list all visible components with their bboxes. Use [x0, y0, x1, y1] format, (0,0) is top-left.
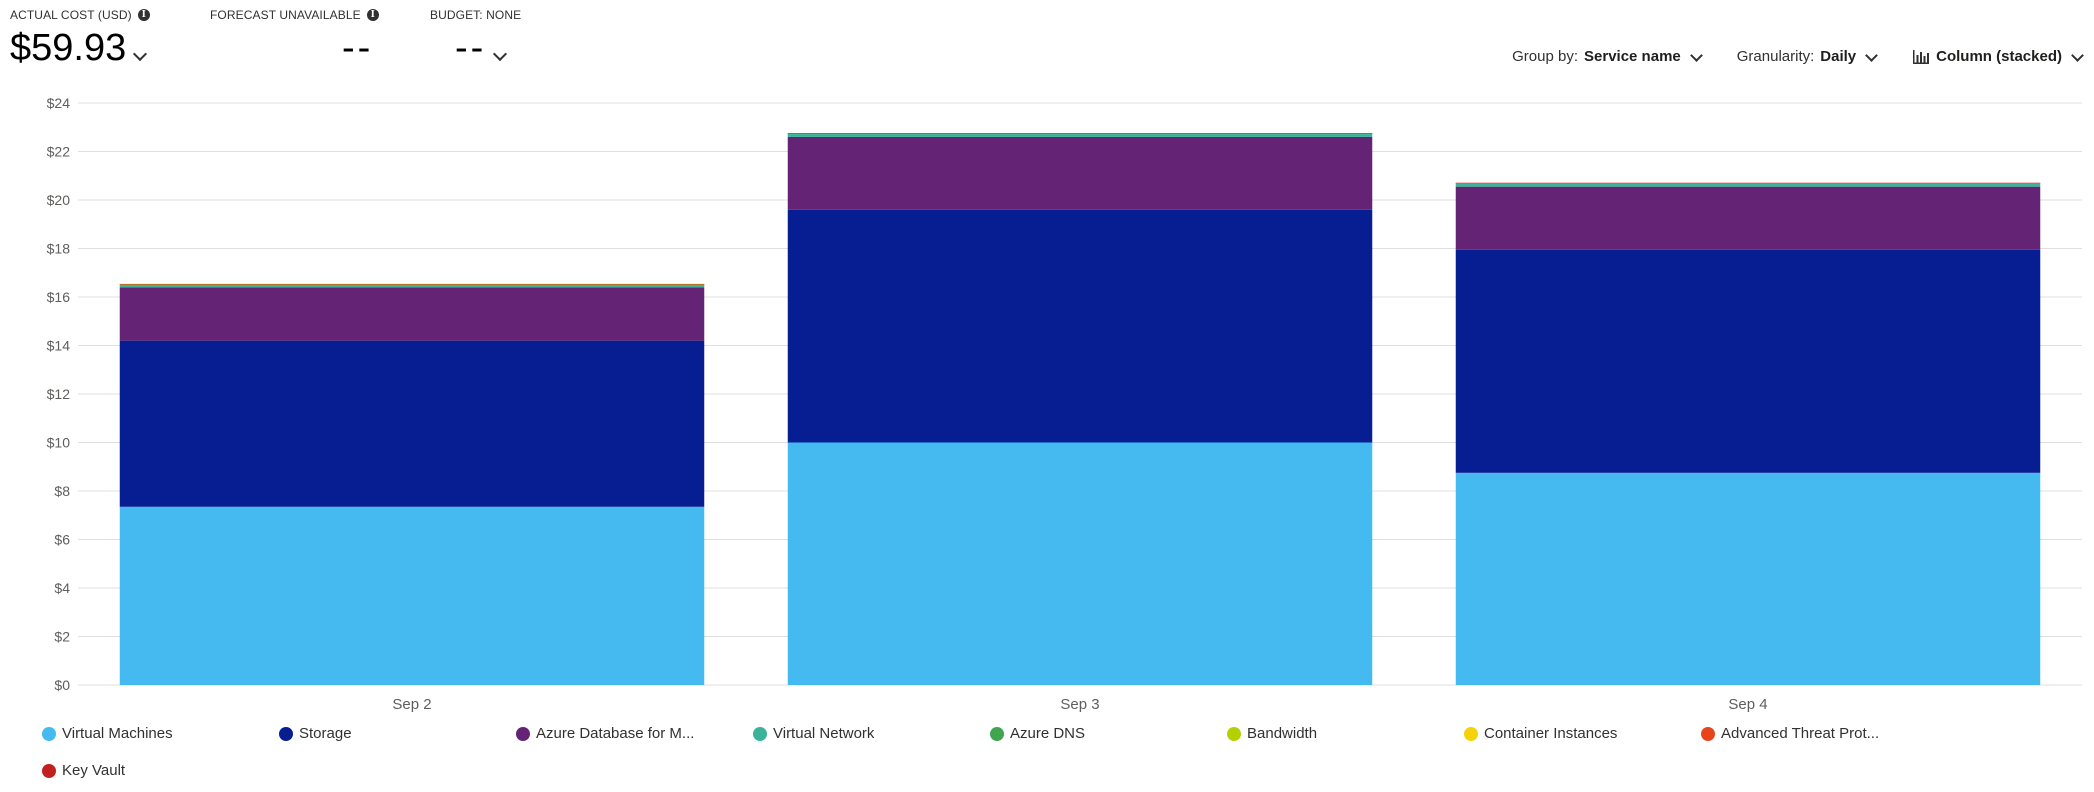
legend-swatch-icon — [42, 726, 56, 741]
y-tick-label: $24 — [47, 95, 71, 111]
bar-segment-virtual-machines[interactable] — [1455, 472, 2041, 685]
y-tick-label: $12 — [47, 386, 71, 402]
legend-label: Key Vault — [62, 762, 126, 779]
info-icon[interactable]: i — [366, 9, 379, 21]
budget-value-row[interactable]: -- — [430, 26, 521, 70]
group-by-dropdown[interactable]: Group by: Service name — [1512, 48, 1701, 65]
budget-label: BUDGET: NONE — [430, 8, 522, 22]
chevron-down-icon[interactable] — [494, 50, 508, 64]
chevron-down-icon — [2072, 52, 2082, 62]
legend-item[interactable]: Storage — [279, 725, 352, 742]
chevron-down-icon[interactable] — [134, 50, 148, 64]
legend-label: Virtual Network — [773, 725, 875, 742]
column-chart-icon — [1913, 49, 1930, 64]
bar-segment-key-vault[interactable] — [1455, 182, 2041, 184]
budget-metric: BUDGET: NONE -- — [430, 8, 521, 70]
bar-segment-virtual-network[interactable] — [1455, 183, 2041, 187]
info-icon[interactable]: i — [137, 9, 150, 21]
y-axis-tick-labels: $0 $2 $4 $6 $8 $10 $12 $14 $16 $18 $20 $22 $24 — [47, 95, 71, 693]
legend-label: Storage — [299, 725, 352, 742]
y-tick-label: $10 — [47, 435, 71, 451]
chart-type-dropdown[interactable]: Column (stacked) — [1912, 48, 2082, 65]
legend-swatch-icon — [516, 726, 530, 741]
y-tick-label: $4 — [54, 580, 70, 596]
legend-swatch-icon — [753, 726, 767, 741]
legend-item[interactable]: Azure DNS — [990, 725, 1085, 742]
legend-swatch-icon — [42, 763, 56, 778]
bar-segment-virtual-network[interactable] — [119, 284, 705, 288]
y-tick-label: $14 — [47, 338, 71, 354]
legend-label: Advanced Threat Prot... — [1721, 725, 1880, 742]
bar-segment-virtual-machines[interactable] — [787, 442, 1373, 686]
actual-cost-value: $59.93 — [10, 27, 127, 69]
forecast-value: -- — [342, 27, 374, 69]
chart-controls: Group by: Service name Granularity: Dail… — [1512, 48, 2082, 65]
group-by-label: Group by: — [1512, 48, 1579, 65]
legend-swatch-icon — [990, 726, 1004, 741]
y-tick-label: $22 — [47, 144, 71, 160]
forecast-metric: FORECAST UNAVAILABLE i -- — [210, 8, 379, 70]
legend-swatch-icon — [279, 726, 293, 741]
legend-item[interactable]: Bandwidth — [1227, 725, 1317, 742]
granularity-label: Granularity: — [1736, 48, 1815, 65]
bar-segment-virtual-network[interactable] — [787, 134, 1373, 137]
y-tick-label: $18 — [47, 241, 71, 257]
actual-cost-label: ACTUAL COST (USD) — [10, 8, 132, 22]
y-tick-label: $16 — [47, 289, 71, 305]
bar-segment-azure-database-for-m[interactable] — [1455, 186, 2041, 250]
bar-segment-virtual-machines[interactable] — [119, 506, 705, 685]
y-tick-label: $6 — [54, 532, 70, 548]
chevron-down-icon — [1866, 52, 1876, 62]
legend-swatch-icon — [1227, 726, 1241, 741]
bar-segment-storage[interactable] — [787, 209, 1373, 443]
legend-label: Azure DNS — [1010, 725, 1086, 742]
bar-segment-azure-database-for-m[interactable] — [119, 287, 705, 341]
bar-segment-key-vault[interactable] — [787, 133, 1373, 134]
legend-item[interactable]: Container Instances — [1464, 725, 1617, 742]
y-tick-label: $2 — [54, 629, 70, 645]
actual-cost-value-row[interactable]: $59.93 — [10, 26, 150, 70]
chart-type-value: Column (stacked) — [1936, 48, 2062, 65]
bar-segment-storage[interactable] — [1455, 249, 2041, 473]
legend-item[interactable]: Key Vault — [42, 762, 125, 779]
x-tick-label: Sep 4 — [1728, 696, 1767, 713]
legend-item[interactable]: Advanced Threat Prot... — [1701, 725, 1879, 742]
actual-cost-metric: ACTUAL COST (USD) i $59.93 — [10, 8, 150, 70]
y-tick-label: $20 — [47, 192, 71, 208]
legend-label: Container Instances — [1484, 725, 1618, 742]
granularity-dropdown[interactable]: Granularity: Daily — [1737, 48, 1876, 65]
bar-segment-azure-database-for-m[interactable] — [787, 136, 1373, 210]
legend-item[interactable]: Virtual Network — [753, 725, 874, 742]
bar-segment-key-vault[interactable] — [119, 283, 705, 285]
group-by-value: Service name — [1584, 48, 1681, 65]
legend-swatch-icon — [1701, 726, 1715, 741]
y-tick-label: $8 — [54, 483, 70, 499]
legend-swatch-icon — [1464, 726, 1478, 741]
x-tick-label: Sep 2 — [392, 696, 431, 713]
budget-value: -- — [455, 27, 487, 69]
legend-item[interactable]: Azure Database for M... — [516, 725, 694, 742]
granularity-value: Daily — [1820, 48, 1857, 65]
x-tick-label: Sep 3 — [1060, 696, 1099, 713]
chevron-down-icon — [1691, 52, 1701, 62]
bars — [119, 133, 2041, 686]
forecast-label: FORECAST UNAVAILABLE — [210, 8, 361, 22]
legend-label: Azure Database for M... — [536, 725, 695, 742]
x-axis-tick-labels: Sep 2 Sep 3 Sep 4 — [392, 696, 1767, 713]
legend-label: Bandwidth — [1247, 725, 1318, 742]
bar-segment-storage[interactable] — [119, 340, 705, 507]
y-tick-label: $0 — [54, 677, 70, 693]
legend-item[interactable]: Virtual Machines — [42, 725, 173, 742]
legend-label: Virtual Machines — [62, 725, 173, 742]
cost-stacked-column-chart: $0 $2 $4 $6 $8 $10 $12 $14 $16 $18 $20 $22 $24 Sep 2… — [47, 95, 2082, 713]
